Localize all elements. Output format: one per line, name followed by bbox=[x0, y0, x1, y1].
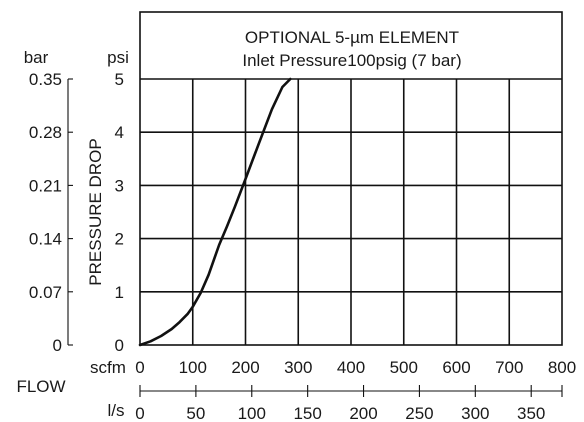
psi-unit-label: psi bbox=[107, 48, 129, 67]
psi-tick-label: 4 bbox=[115, 123, 124, 142]
scfm-tick-label: 400 bbox=[337, 358, 365, 377]
bar-tick-label: 0.14 bbox=[29, 230, 62, 249]
scfm-unit-label: scfm bbox=[90, 358, 126, 377]
scfm-tick-label: 500 bbox=[390, 358, 418, 377]
chart-title: OPTIONAL 5-µm ELEMENT bbox=[245, 28, 459, 47]
ls-tick-label: 250 bbox=[405, 404, 433, 422]
bar-tick-label: 0.07 bbox=[29, 283, 62, 302]
chart-subtitle: Inlet Pressure100psig (7 bar) bbox=[242, 51, 461, 70]
psi-tick-label: 1 bbox=[115, 283, 124, 302]
pressure-drop-curve bbox=[138, 77, 292, 347]
psi-tick-label: 0 bbox=[115, 336, 124, 355]
ls-unit-label: l/s bbox=[108, 401, 125, 420]
ls-tick-label: 50 bbox=[186, 404, 205, 422]
bar-unit-label: bar bbox=[24, 48, 49, 67]
ls-tick-label: 150 bbox=[293, 404, 321, 422]
ls-tick-label: 100 bbox=[238, 404, 266, 422]
scfm-tick-label: 100 bbox=[179, 358, 207, 377]
scfm-tick-label: 300 bbox=[284, 358, 312, 377]
psi-tick-label: 2 bbox=[115, 230, 124, 249]
ls-tick-label: 300 bbox=[461, 404, 489, 422]
bar-tick-label: 0 bbox=[53, 336, 62, 355]
psi-tick-label: 3 bbox=[115, 176, 124, 195]
bar-tick-label: 0.35 bbox=[29, 70, 62, 89]
scfm-tick-label: 800 bbox=[548, 358, 576, 377]
bar-tick-label: 0.28 bbox=[29, 123, 62, 142]
ls-tick-label: 0 bbox=[135, 404, 144, 422]
bar-tick-label: 0.21 bbox=[29, 176, 62, 195]
x-axis-title: FLOW bbox=[16, 377, 65, 396]
ls-tick-label: 200 bbox=[349, 404, 377, 422]
scfm-tick-label: 200 bbox=[231, 358, 259, 377]
scfm-tick-label: 0 bbox=[135, 358, 144, 377]
scfm-tick-label: 700 bbox=[495, 358, 523, 377]
ls-tick-label: 350 bbox=[517, 404, 545, 422]
scfm-tick-label: 600 bbox=[442, 358, 470, 377]
psi-tick-label: 5 bbox=[115, 70, 124, 89]
y-axis-title: PRESSURE DROP bbox=[86, 138, 105, 285]
